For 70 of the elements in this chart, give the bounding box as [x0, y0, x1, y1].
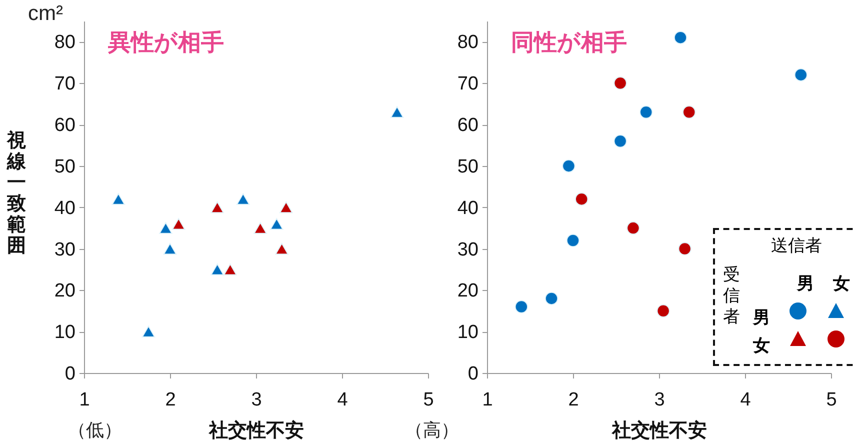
- point: [224, 264, 237, 276]
- point: [112, 193, 126, 205]
- point: [279, 202, 293, 214]
- x-tick-label: 2: [165, 390, 176, 410]
- point: [544, 292, 558, 306]
- text: cm²: [28, 2, 63, 26]
- y-tick-label: 60: [54, 115, 76, 136]
- point: [270, 218, 284, 230]
- point: [163, 242, 177, 255]
- y-tick-label: 20: [54, 280, 76, 302]
- text: （低）: [68, 419, 122, 442]
- point: [674, 30, 688, 44]
- point: [236, 193, 250, 205]
- y-tick-label: 70: [54, 74, 76, 95]
- point: [390, 106, 404, 118]
- y-tick-label: 80: [457, 32, 478, 54]
- y-tick-label: 30: [54, 239, 76, 260]
- point: [562, 159, 576, 173]
- point: [514, 300, 528, 314]
- y-tick-label: 0: [64, 364, 76, 384]
- point: [626, 221, 640, 235]
- chart-title: 異性が相手: [107, 29, 224, 55]
- y-tick-label: 50: [54, 156, 76, 178]
- annotation: 女: [753, 335, 770, 357]
- y-tick-label: 30: [457, 239, 478, 260]
- x-tick-label: 5: [826, 390, 837, 410]
- point: [682, 105, 696, 119]
- point: [254, 222, 267, 234]
- point: [678, 242, 692, 256]
- point: [639, 105, 653, 119]
- y-tick-label: 70: [457, 74, 478, 95]
- x-tick-label: 4: [740, 390, 752, 410]
- x-tick-label: 2: [568, 390, 579, 410]
- point: [210, 264, 224, 276]
- y-tick-label: 0: [468, 364, 478, 384]
- point: [614, 76, 627, 90]
- y-tick-label: 80: [54, 32, 76, 54]
- point: [172, 218, 186, 230]
- text: 女: [833, 273, 850, 295]
- annotation: 受信者: [723, 264, 741, 327]
- y-tick-label: 10: [54, 322, 76, 344]
- point: [614, 134, 627, 148]
- x-tick-label: 1: [79, 390, 90, 410]
- annotation: 送信者: [771, 235, 822, 257]
- point: [794, 68, 808, 82]
- point: [275, 242, 288, 255]
- x-tick-label: 3: [654, 390, 665, 410]
- y-tick-label: 50: [457, 156, 478, 178]
- y-tick-label: 40: [457, 198, 478, 219]
- point: [566, 234, 580, 248]
- point: [159, 222, 172, 234]
- x-axis-title: 社交性不安: [208, 420, 304, 442]
- y-tick-label: 10: [457, 322, 478, 344]
- x-tick-label: 4: [337, 390, 348, 410]
- x-axis-title: 社交性不安: [611, 420, 707, 442]
- chart-title: 同性が相手: [511, 29, 627, 55]
- x-tick-label: 5: [423, 390, 434, 410]
- point: [574, 192, 588, 206]
- y-axis-title: 視線一致範囲: [6, 130, 27, 256]
- text: （高）: [405, 419, 459, 442]
- point: [656, 304, 670, 318]
- annotation: 男: [797, 273, 814, 295]
- point: [210, 202, 224, 214]
- y-tick-label: 60: [457, 115, 478, 136]
- y-tick-label: 40: [54, 198, 76, 219]
- x-tick-label: 1: [482, 390, 493, 410]
- point: [142, 326, 156, 338]
- annotation: 男: [753, 307, 770, 329]
- x-tick-label: 3: [251, 390, 262, 410]
- y-tick-label: 20: [457, 280, 478, 302]
